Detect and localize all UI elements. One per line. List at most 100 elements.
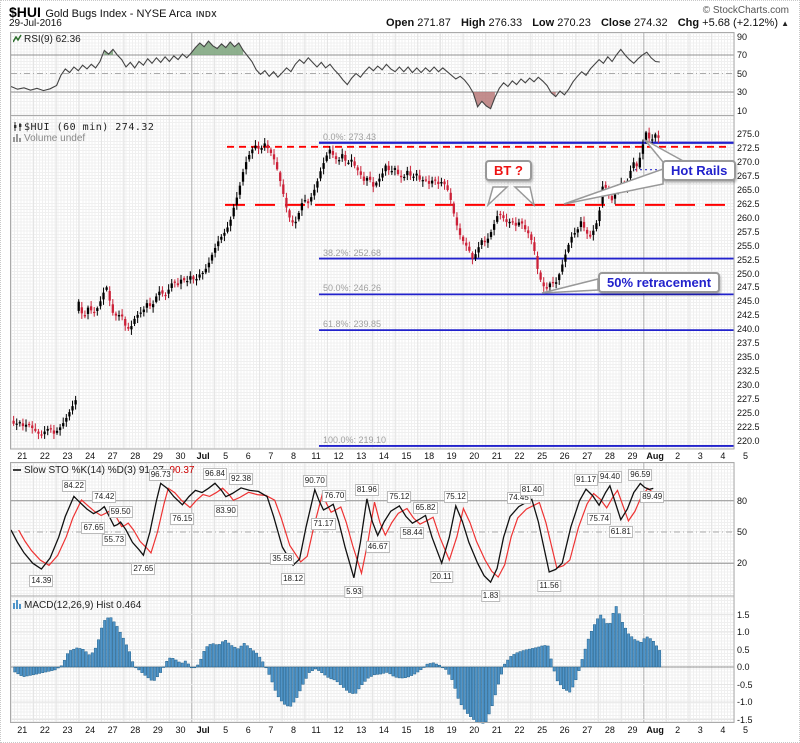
price-y-tick: 242.5 — [737, 310, 760, 321]
stoch-y-tick: 20 — [737, 558, 748, 569]
x-axis-tick: 29 — [152, 451, 163, 461]
copyright-link[interactable]: © StockCharts.com — [702, 5, 789, 16]
panel-frames — [10, 32, 735, 723]
x-axis-tick: 4 — [720, 451, 726, 461]
x-axis-tick: 21 — [491, 725, 502, 735]
x-axis-tick: 19 — [446, 725, 457, 735]
bt-callout: BT ? — [485, 160, 532, 181]
stoch-value-label: 35.58 — [270, 552, 295, 565]
stoch-value-label: 96.73 — [148, 469, 173, 482]
x-axis-tick: 7 — [268, 451, 274, 461]
fib-level-label: 100.0%: 219.10 — [323, 434, 387, 445]
x-axis-tick: 27 — [107, 725, 118, 735]
x-axis-tick: 27 — [107, 451, 118, 461]
price-y-tick: 262.5 — [737, 198, 760, 209]
x-axis-tick: 3 — [697, 725, 703, 735]
x-axis-tick: 25 — [537, 451, 548, 461]
price-y-tick: 220.0 — [737, 435, 760, 446]
x-axis-tick: 23 — [62, 725, 73, 735]
up-arrow-icon: ▲ — [781, 19, 789, 28]
stoch-value-label: 94.40 — [597, 470, 622, 483]
fib-level-label: 61.8%: 239.85 — [323, 319, 382, 330]
x-axis-tick: 22 — [39, 451, 50, 461]
x-axis-tick: 3 — [697, 451, 703, 461]
price-y-tick: 227.5 — [737, 394, 760, 405]
open-label: Open — [386, 17, 415, 29]
stoch-panel-label: Slow STO %K(14) %D(3) 91.97, 90.37 — [13, 465, 194, 477]
macd-y-tick: 0.5 — [737, 644, 750, 655]
indicator-line-icon — [13, 465, 22, 477]
x-axis-tick: 5 — [742, 451, 749, 461]
x-axis-tick: 6 — [245, 725, 251, 735]
macd-y-tick: -1.0 — [737, 697, 753, 707]
x-axis-tick: 4 — [720, 725, 726, 735]
symbol-title: Gold Bugs Index - NYSE Arca — [45, 8, 192, 20]
hot-rails-callout: Hot Rails — [662, 160, 737, 181]
price-y-tick: 230.0 — [737, 380, 760, 391]
x-axis-tick: 30 — [175, 451, 186, 461]
x-axis-tick: 28 — [130, 451, 141, 461]
price-y-tick: 225.0 — [737, 408, 760, 418]
stoch-panel — [10, 482, 734, 584]
stoch-value-label: 76.70 — [322, 490, 347, 503]
price-y-tick: 260.0 — [737, 212, 760, 223]
stoch-value-label: 58.44 — [400, 527, 425, 540]
x-axis-tick: 20 — [469, 725, 480, 735]
x-axis-tick: 13 — [356, 451, 367, 461]
stoch-value-label: 74.42 — [92, 490, 117, 503]
price-y-tick: 237.5 — [737, 338, 760, 349]
macd-y-tick: 1.5 — [737, 609, 750, 620]
stoch-value-label: 84.22 — [61, 480, 86, 493]
x-axis-tick: Jul — [196, 451, 210, 461]
stoch-value-label: 75.74 — [587, 513, 612, 526]
stoch-value-label: 59.50 — [108, 506, 133, 519]
stoch-value-label: 18.12 — [281, 573, 306, 586]
price-y-tick: 245.0 — [737, 296, 760, 307]
histogram-icon — [13, 600, 22, 612]
rsi-y-tick: 70 — [737, 50, 748, 60]
stoch-value-label: 46.67 — [365, 541, 390, 554]
price-panel — [225, 141, 734, 447]
x-axis-tick: Aug — [646, 451, 664, 461]
x-axis-tick: 26 — [559, 725, 570, 735]
stoch-value-label: 1.83 — [480, 590, 501, 603]
close-label: Close — [600, 17, 631, 29]
stoch-value-label: 20.11 — [430, 571, 454, 584]
exchange-label: INDX — [195, 10, 218, 19]
stoch-value-label: 83.90 — [213, 504, 238, 517]
chart-date: 29-Jul-2016 — [9, 18, 62, 29]
x-axis-tick: 21 — [17, 725, 28, 735]
price-y-tick: 255.0 — [737, 240, 760, 251]
x-axis-tick: 11 — [311, 725, 321, 735]
fib-level-label: 50.0%: 246.26 — [323, 283, 382, 294]
x-axis-tick: 5 — [742, 725, 749, 735]
x-axis-tick: 29 — [152, 725, 163, 735]
rsi-y-tick: 30 — [737, 87, 748, 97]
line-chart-icon — [12, 34, 22, 46]
price-y-tick: 222.5 — [737, 421, 760, 432]
stoch-value-label: 76.15 — [170, 512, 195, 525]
x-axis-tick: 8 — [290, 451, 297, 461]
x-axis-tick: 14 — [378, 725, 389, 735]
x-axis-tick: 18 — [424, 725, 435, 735]
stoch-value-label: 11.56 — [537, 579, 561, 592]
macd-y-tick: 1.0 — [737, 627, 750, 637]
macd-panel-label: MACD(12,26,9) Hist 0.464 — [13, 600, 141, 612]
stoch-y-tick: 80 — [737, 495, 748, 506]
stoch-value-label: 27.65 — [131, 563, 156, 576]
x-axis-tick: 13 — [356, 725, 367, 735]
chg-value: +5.68 (+2.12%) — [702, 17, 779, 29]
x-axis-tick: Aug — [646, 725, 664, 735]
stoch-value-label: 96.59 — [628, 468, 653, 481]
price-y-tick: 232.5 — [737, 366, 760, 377]
x-axis-tick: 2 — [675, 725, 681, 735]
macd-y-tick: 0.0 — [737, 662, 750, 672]
x-axis-tick: 24 — [85, 451, 96, 461]
stoch-value-label: 71.17 — [311, 517, 336, 530]
candlestick-icon — [13, 122, 22, 134]
stoch-value-label: 75.12 — [443, 490, 468, 503]
fib-level-label: 0.0%: 273.43 — [323, 131, 377, 142]
macd-histogram — [13, 606, 662, 724]
x-axis-tick: 2 — [675, 451, 681, 461]
price-y-tick: 270.0 — [737, 156, 760, 167]
